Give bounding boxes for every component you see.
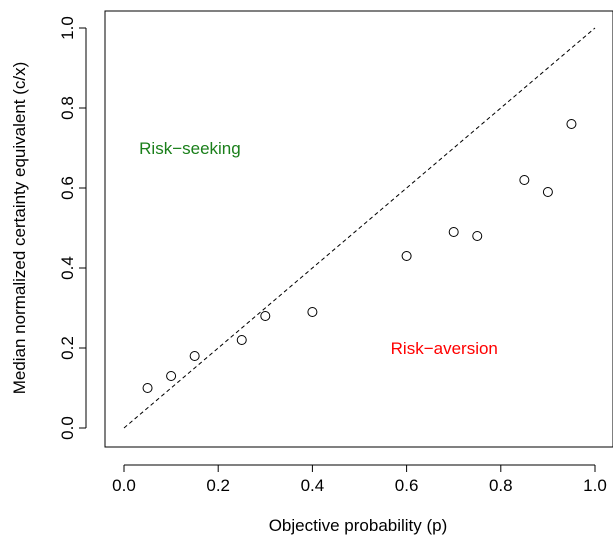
y-tick-label: 0.4 — [58, 256, 77, 280]
x-tick-label: 0.6 — [395, 476, 419, 495]
y-tick-label: 0.2 — [58, 336, 77, 360]
data-points — [142, 119, 577, 393]
y-tick-label: 1.0 — [58, 16, 77, 40]
annotation-label: Risk−seeking — [139, 139, 241, 158]
data-point — [236, 335, 247, 345]
y-tick-label: 0.6 — [58, 176, 77, 200]
x-tick-label: 0.2 — [206, 476, 230, 495]
y-tick-label: 0.0 — [58, 416, 77, 440]
annotation-label: Risk−aversion — [391, 339, 498, 358]
data-point — [472, 231, 483, 241]
data-point — [189, 351, 200, 361]
y-axis: 0.0 0.2 0.4 0.6 0.8 1.0 — [58, 16, 87, 440]
x-tick-label: 0.0 — [112, 476, 136, 495]
data-point — [166, 371, 177, 381]
data-point — [307, 307, 318, 317]
data-point — [260, 311, 271, 321]
x-tick-label: 1.0 — [583, 476, 607, 495]
data-point — [401, 251, 412, 261]
data-point — [566, 119, 577, 129]
data-point — [448, 227, 459, 237]
y-tick-label: 0.8 — [58, 96, 77, 120]
x-tick-label: 0.4 — [301, 476, 325, 495]
x-axis-label: Objective probability (p) — [269, 516, 448, 535]
data-point — [142, 383, 153, 393]
annotations: Risk−seeking Risk−aversion — [139, 139, 498, 358]
plot-frame — [104, 10, 613, 448]
x-tick-label: 0.8 — [489, 476, 513, 495]
data-point — [519, 175, 530, 185]
data-point — [542, 187, 553, 197]
y-axis-label: Median normalized certainty equivalent (… — [10, 62, 29, 395]
identity-reference-line — [123, 27, 596, 429]
x-axis: 0.0 0.2 0.4 0.6 0.8 1.0 — [112, 464, 607, 495]
